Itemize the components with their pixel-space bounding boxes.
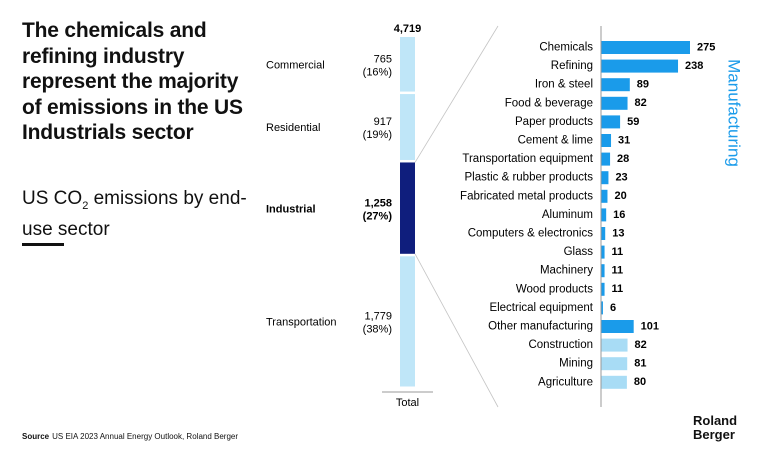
- bar-transportation-equipment: [601, 152, 611, 166]
- category-label-refining: Refining: [551, 60, 593, 72]
- bar-machinery: [601, 264, 605, 278]
- bar-chemicals: [601, 41, 690, 54]
- bar-value-aluminum: 16: [613, 209, 625, 221]
- bar-value-plastic-rubber-products: 23: [615, 172, 627, 184]
- segment-value-transportation: 1,779: [364, 311, 392, 323]
- roland-berger-logo: Roland Berger: [693, 413, 738, 442]
- bar-agriculture: [601, 375, 627, 389]
- category-label-transportation-equipment: Transportation equipment: [462, 153, 593, 165]
- bar-plastic-rubber-products: [601, 171, 609, 185]
- title-underline: [22, 243, 64, 246]
- bar-refining: [601, 59, 679, 73]
- category-label-computers-electronics: Computers & electronics: [468, 228, 594, 240]
- segment-share-commercial: (16%): [363, 66, 392, 78]
- segment-residential: [400, 94, 415, 160]
- subtitle: US CO2 emissions by end-use sector: [22, 188, 247, 240]
- category-label-fabricated-metal-products: Fabricated metal products: [460, 190, 593, 202]
- segment-value-residential: 917: [374, 116, 392, 128]
- category-label-glass: Glass: [564, 246, 594, 258]
- bar-aluminum: [601, 208, 607, 222]
- bar-value-food-beverage: 82: [635, 97, 647, 109]
- category-label-agriculture: Agriculture: [538, 376, 593, 388]
- segment-transportation: [400, 256, 415, 387]
- category-label-chemicals: Chemicals: [539, 42, 593, 54]
- bar-glass: [601, 245, 605, 259]
- segment-label-residential: Residential: [266, 122, 320, 134]
- total-value-label: 4,719: [394, 23, 422, 35]
- bar-value-mining: 81: [634, 358, 646, 370]
- bar-computers-electronics: [601, 227, 606, 240]
- bar-value-computers-electronics: 13: [612, 227, 624, 239]
- segment-value-industrial: 1,258: [364, 197, 392, 209]
- bar-iron-steel: [601, 78, 630, 92]
- bar-value-wood-products: 11: [612, 283, 624, 295]
- bar-electrical-equipment: [601, 301, 603, 315]
- segment-label-transportation: Transportation: [266, 317, 337, 329]
- category-label-cement-lime: Cement & lime: [518, 135, 593, 147]
- source-note: Source US EIA 2023 Annual Energy Outlook,…: [22, 432, 239, 441]
- segment-share-residential: (19%): [363, 129, 392, 141]
- bar-value-paper-products: 59: [627, 116, 639, 128]
- category-label-iron-steel: Iron & steel: [535, 79, 593, 91]
- bar-value-cement-lime: 31: [618, 134, 630, 146]
- x-axis-label: Total: [396, 397, 419, 409]
- category-label-machinery: Machinery: [540, 265, 593, 277]
- headline: The chemicals and refining industry repr…: [22, 19, 243, 144]
- segment-label-commercial: Commercial: [266, 59, 325, 71]
- category-label-mining: Mining: [559, 358, 593, 370]
- bar-value-iron-steel: 89: [637, 79, 649, 91]
- bar-construction: [601, 338, 628, 352]
- bar-other-manufacturing: [601, 320, 634, 333]
- bar-value-electrical-equipment: 6: [610, 302, 616, 314]
- category-label-wood-products: Wood products: [516, 283, 593, 295]
- bar-value-machinery: 11: [612, 265, 624, 277]
- connector-top: [414, 25, 499, 163]
- bar-value-refining: 238: [685, 60, 703, 72]
- segment-industrial: [400, 162, 415, 254]
- category-label-electrical-equipment: Electrical equipment: [489, 302, 593, 314]
- segment-commercial: [400, 37, 415, 92]
- bar-value-chemicals: 275: [697, 41, 715, 53]
- segment-label-industrial: Industrial: [266, 203, 316, 215]
- bar-food-beverage: [601, 96, 628, 110]
- connector-bottom: [414, 253, 499, 408]
- bar-cement-lime: [601, 134, 612, 147]
- category-label-other-manufacturing: Other manufacturing: [488, 321, 593, 333]
- bar-mining: [601, 357, 628, 371]
- bar-value-transportation-equipment: 28: [617, 153, 629, 165]
- bar-value-other-manufacturing: 101: [641, 320, 659, 332]
- bar-fabricated-metal-products: [601, 189, 608, 203]
- bar-value-glass: 11: [612, 246, 624, 258]
- category-label-plastic-rubber-products: Plastic & rubber products: [465, 172, 594, 184]
- segment-share-industrial: (27%): [363, 210, 393, 222]
- manufacturing-group-label: Manufacturing: [725, 59, 744, 167]
- category-label-food-beverage: Food & beverage: [505, 97, 593, 109]
- category-label-aluminum: Aluminum: [542, 209, 593, 221]
- bar-value-agriculture: 80: [634, 376, 646, 388]
- bar-wood-products: [601, 282, 605, 296]
- bar-value-fabricated-metal-products: 20: [614, 190, 626, 202]
- segment-value-commercial: 765: [374, 53, 392, 65]
- bar-paper-products: [601, 115, 621, 129]
- category-label-construction: Construction: [528, 339, 593, 351]
- segment-share-transportation: (38%): [363, 324, 392, 336]
- category-label-paper-products: Paper products: [515, 116, 593, 128]
- bar-value-construction: 82: [635, 339, 647, 351]
